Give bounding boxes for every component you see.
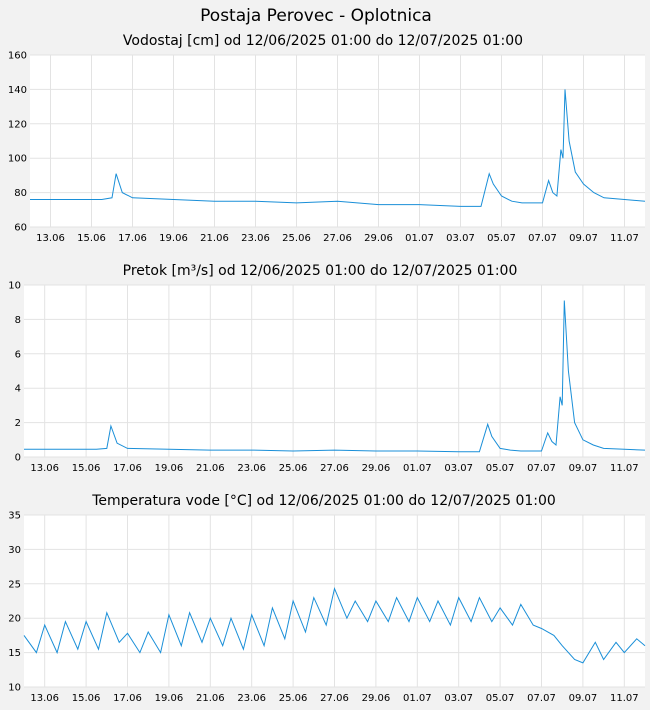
water-level-x-tick-label: 29.06: [364, 233, 393, 244]
discharge-x-tick-label: 11.07: [610, 463, 639, 474]
discharge-x-tick-label: 29.06: [362, 463, 391, 474]
water-level-x-tick-label: 03.07: [446, 233, 475, 244]
water-level-x-tick-label: 11.07: [610, 233, 639, 244]
water-level-x-tick-label: 05.07: [487, 233, 516, 244]
water-level-x-tick-label: 13.06: [36, 233, 65, 244]
discharge-y-tick-label: 6: [15, 349, 21, 360]
water-temperature-x-tick-label: 01.07: [403, 693, 432, 704]
water-temperature-x-tick-label: 21.06: [196, 693, 225, 704]
discharge-x-tick-label: 05.07: [486, 463, 515, 474]
water-level-chart-title: Vodostaj [cm] od 12/06/2025 01:00 do 12/…: [123, 33, 523, 49]
discharge-x-tick-label: 19.06: [155, 463, 184, 474]
water-temperature-x-tick-label: 19.06: [155, 693, 184, 704]
water-temperature-chart-title: Temperatura vode [°C] od 12/06/2025 01:0…: [91, 493, 556, 509]
water-level-y-tick-label: 100: [8, 154, 27, 165]
water-level-y-tick-label: 140: [8, 85, 27, 96]
discharge-x-tick-label: 13.06: [30, 463, 59, 474]
discharge-y-tick-label: 4: [15, 384, 21, 395]
water-level-y-ticks: 60 80 100 120 140 160: [8, 51, 27, 234]
discharge-x-tick-label: 25.06: [279, 463, 308, 474]
water-level-x-tick-label: 27.06: [323, 233, 352, 244]
water-level-x-tick-label: 23.06: [241, 233, 270, 244]
water-temperature-x-tick-label: 05.07: [486, 693, 515, 704]
discharge-x-tick-label: 23.06: [237, 463, 266, 474]
water-temperature-y-tick-label: 20: [8, 614, 21, 625]
water-temperature-chart: Temperatura vode [°C] od 12/06/2025 01:0…: [8, 493, 646, 704]
water-level-gridlines: [30, 54, 645, 228]
water-temperature-y-tick-label: 35: [8, 511, 21, 522]
water-temperature-y-tick-label: 30: [8, 545, 21, 556]
water-level-x-tick-label: 07.07: [528, 233, 557, 244]
water-level-y-tick-label: 160: [8, 51, 27, 62]
water-level-y-tick-label: 80: [14, 188, 27, 199]
water-temperature-y-tick-label: 10: [8, 683, 21, 694]
water-temperature-gridlines: [24, 514, 645, 688]
water-level-series-line: [30, 89, 646, 207]
water-temperature-y-tick-label: 25: [8, 579, 21, 590]
discharge-chart-title: Pretok [m³/s] od 12/06/2025 01:00 do 12/…: [123, 263, 518, 279]
discharge-y-tick-label: 10: [8, 281, 21, 292]
discharge-y-tick-label: 0: [15, 453, 21, 464]
page-title: Postaja Perovec - Oplotnica: [200, 6, 432, 26]
discharge-x-tick-label: 27.06: [320, 463, 349, 474]
discharge-gridlines: [24, 284, 645, 458]
water-temperature-x-tick-label: 11.07: [610, 693, 639, 704]
water-temperature-series-line: [23, 586, 646, 664]
discharge-x-ticks: 13.06 15.06 17.06 19.06 21.06 23.06 25.06 27.06…: [30, 463, 638, 474]
discharge-y-tick-label: 2: [15, 418, 21, 429]
water-temperature-x-tick-label: 07.07: [527, 693, 556, 704]
water-temperature-x-tick-label: 23.06: [237, 693, 266, 704]
water-level-x-ticks: 13.06 15.06 17.06 19.06 21.06 23.06 25.06 27.06…: [36, 233, 639, 244]
water-temperature-x-tick-label: 03.07: [444, 693, 473, 704]
water-level-chart: Vodostaj [cm] od 12/06/2025 01:00 do 12/…: [8, 33, 646, 244]
water-temperature-x-ticks: 13.06 15.06 17.06 19.06 21.06 23.06 25.06 27.06…: [30, 693, 638, 704]
water-temperature-x-tick-label: 27.06: [320, 693, 349, 704]
water-temperature-x-tick-label: 29.06: [362, 693, 391, 704]
discharge-x-tick-label: 21.06: [196, 463, 225, 474]
discharge-series-line: [24, 300, 646, 453]
discharge-x-tick-label: 09.07: [569, 463, 598, 474]
discharge-x-tick-label: 17.06: [113, 463, 142, 474]
discharge-x-tick-label: 03.07: [444, 463, 473, 474]
water-temperature-x-tick-label: 09.07: [569, 693, 598, 704]
water-temperature-x-tick-label: 15.06: [72, 693, 101, 704]
water-level-x-tick-label: 19.06: [159, 233, 188, 244]
water-level-x-tick-label: 17.06: [118, 233, 147, 244]
water-level-x-tick-label: 09.07: [569, 233, 598, 244]
water-temperature-x-tick-label: 17.06: [113, 693, 142, 704]
water-level-y-tick-label: 60: [14, 223, 27, 234]
discharge-x-tick-label: 01.07: [403, 463, 432, 474]
discharge-x-tick-label: 07.07: [527, 463, 556, 474]
water-temperature-y-tick-label: 15: [8, 648, 21, 659]
discharge-chart: Pretok [m³/s] od 12/06/2025 01:00 do 12/…: [8, 263, 646, 474]
water-level-y-tick-label: 120: [8, 119, 27, 130]
discharge-x-tick-label: 15.06: [72, 463, 101, 474]
water-temperature-x-tick-label: 25.06: [279, 693, 308, 704]
water-level-x-tick-label: 15.06: [77, 233, 106, 244]
water-temperature-y-ticks: 10 15 20 25 30 35: [8, 511, 21, 694]
discharge-y-tick-label: 8: [15, 315, 21, 326]
water-level-x-tick-label: 21.06: [200, 233, 229, 244]
water-level-x-tick-label: 01.07: [405, 233, 434, 244]
water-temperature-x-tick-label: 13.06: [30, 693, 59, 704]
discharge-y-ticks: 0 2 4 6 8 10: [8, 281, 21, 464]
water-level-x-tick-label: 25.06: [282, 233, 311, 244]
